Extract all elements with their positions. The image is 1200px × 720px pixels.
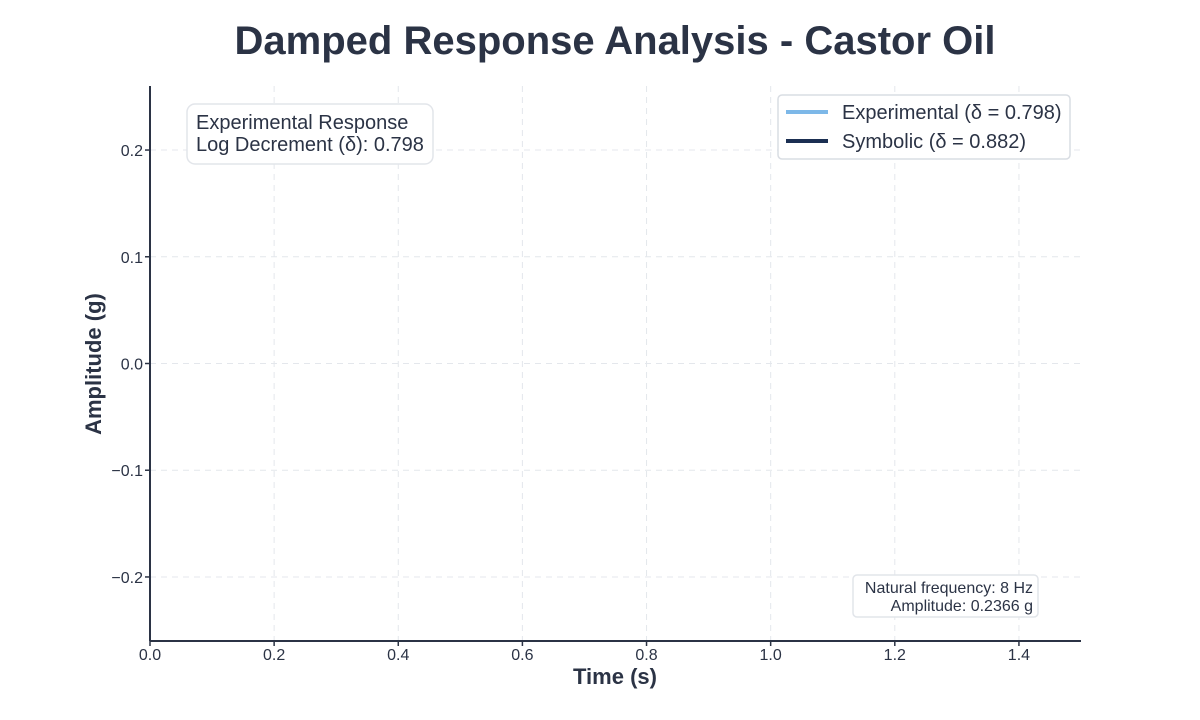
y-tick-label: 0.0 xyxy=(121,357,143,374)
legend: Experimental (δ = 0.798) Symbolic (δ = 0… xyxy=(777,94,1071,160)
x-ticks: 0.0 0.2 0.4 0.6 0.8 1.0 1.2 1.4 xyxy=(139,641,1030,664)
y-tick-label: −0.2 xyxy=(111,570,143,587)
info-annotation-box: Natural frequency: 8 Hz Amplitude: 0.236… xyxy=(852,574,1039,618)
x-tick-label: 1.4 xyxy=(1008,647,1030,664)
experimental-annotation-box: Experimental Response Log Decrement (δ):… xyxy=(186,103,434,165)
x-tick-label: 0.8 xyxy=(635,647,657,664)
x-tick-label: 1.0 xyxy=(760,647,782,664)
x-tick-label: 0.0 xyxy=(139,647,161,664)
legend-frame xyxy=(777,94,1071,160)
experimental-annotation-line1: Experimental Response xyxy=(196,112,408,134)
natural-frequency-text: Natural frequency: 8 Hz xyxy=(865,580,1033,597)
legend-label-symbolic: Symbolic (δ = 0.882) xyxy=(842,131,1026,153)
experimental-annotation-line2: Log Decrement (δ): 0.798 xyxy=(196,134,424,156)
grid xyxy=(149,86,1081,641)
y-tick-label: 0.1 xyxy=(121,250,143,267)
x-tick-label: 0.6 xyxy=(511,647,533,664)
y-axis-label: Amplitude (g) xyxy=(81,293,106,435)
x-tick-label: 0.4 xyxy=(387,647,409,664)
y-tick-label: 0.2 xyxy=(121,143,143,160)
info-annotation-frame xyxy=(852,574,1039,618)
legend-label-experimental: Experimental (δ = 0.798) xyxy=(842,102,1062,124)
y-ticks: 0.2 0.1 0.0 −0.1 −0.2 xyxy=(111,143,150,587)
experimental-annotation-frame xyxy=(186,103,434,165)
x-axis-label: Time (s) xyxy=(573,664,657,689)
y-tick-label: −0.1 xyxy=(111,463,143,480)
x-tick-label: 0.2 xyxy=(263,647,285,664)
chart-title: Damped Response Analysis - Castor Oil xyxy=(235,19,996,63)
x-tick-label: 1.2 xyxy=(884,647,906,664)
amplitude-text: Amplitude: 0.2366 g xyxy=(891,598,1033,615)
